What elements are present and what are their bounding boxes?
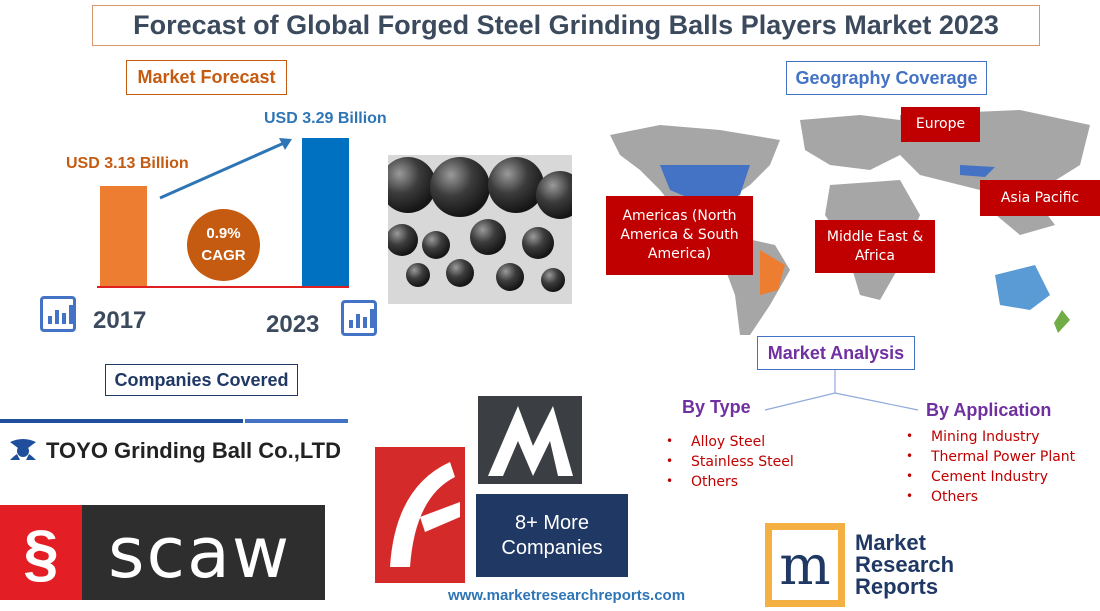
bar-chart-icon <box>341 300 377 336</box>
scaw-name: scaw <box>108 511 292 594</box>
footer-url[interactable]: www.marketresearchreports.com <box>448 587 686 604</box>
region-middle-east-africa: Middle East & Africa <box>815 220 935 273</box>
year-2023: 2023 <box>266 311 320 338</box>
list-item: Others <box>906 489 978 505</box>
region-asia-pacific: Asia Pacific <box>980 180 1100 216</box>
mrr-logo: m Market Research Reports <box>765 523 954 607</box>
logo-text: Reports <box>855 574 939 599</box>
page-title: Forecast of Global Forged Steel Grinding… <box>92 5 1040 46</box>
market-analysis-heading: Market Analysis <box>757 336 915 370</box>
list-item: Mining Industry <box>906 429 1039 445</box>
cagr-label: CAGR <box>201 247 246 264</box>
bar-2017 <box>100 186 147 287</box>
by-type-heading: By Type <box>682 397 751 417</box>
divider <box>245 419 348 423</box>
bar-label-2017: USD 3.13 Billion <box>66 155 189 172</box>
bar-chart-icon <box>40 296 76 332</box>
scaw-emblem-icon: § <box>0 505 82 600</box>
companies-heading: Companies Covered <box>105 364 298 396</box>
year-2017: 2017 <box>93 307 147 334</box>
list-item: Cement Industry <box>906 469 1048 485</box>
mrr-logo-mark: m <box>765 523 845 607</box>
by-application-heading: By Application <box>926 400 1052 420</box>
list-item: Stainless Steel <box>666 454 794 470</box>
region-europe: Europe <box>901 107 980 142</box>
company-logo-dark <box>478 396 582 484</box>
region-americas: Americas (North America & South America) <box>606 196 753 275</box>
logo-text: Research <box>855 552 955 577</box>
toyo-logo: TOYO Grinding Ball Co.,LTD <box>8 436 341 466</box>
divider <box>0 419 243 423</box>
list-item: Others <box>666 474 738 490</box>
scaw-logo: § scaw <box>0 505 325 600</box>
toyo-emblem-icon <box>10 439 36 460</box>
baseline <box>97 286 349 288</box>
market-forecast-heading: Market Forecast <box>126 60 287 95</box>
bar-label-2023: USD 3.29 Billion <box>264 110 387 127</box>
logo-text: Market <box>855 530 926 555</box>
bar-2023 <box>302 138 349 287</box>
list-item: Thermal Power Plant <box>906 449 1075 465</box>
list-item: Alloy Steel <box>666 434 765 450</box>
steel-balls-photo <box>388 155 572 304</box>
company-logo-red <box>375 447 465 583</box>
more-companies-box: 8+ More Companies <box>476 494 628 577</box>
growth-arrow <box>159 138 292 200</box>
toyo-name: TOYO Grinding Ball Co.,LTD <box>46 438 341 463</box>
cagr-value: 0.9% <box>206 225 241 242</box>
geography-heading: Geography Coverage <box>786 61 987 95</box>
cagr-badge: 0.9% CAGR <box>187 209 260 281</box>
